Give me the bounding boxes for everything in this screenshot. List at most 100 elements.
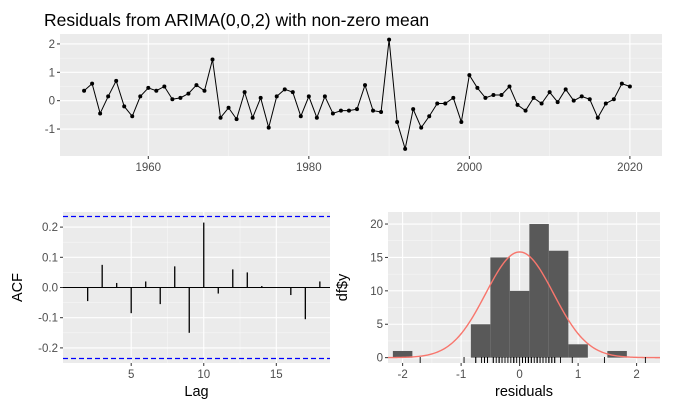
residual-point: [579, 94, 584, 99]
residuals-time-series-panel: 1960 1980 2000 2020 -1 0 1 2: [45, 34, 662, 174]
y-tick-label: 15: [370, 252, 383, 264]
normal-density-curve: [387, 251, 660, 359]
residual-point: [515, 102, 520, 107]
residual-point: [395, 119, 400, 124]
x-tick-label: 2: [633, 369, 639, 381]
y-axis-title: df$y: [335, 273, 351, 301]
residual-point: [338, 108, 343, 113]
residual-point: [330, 111, 335, 116]
residual-point: [106, 94, 111, 99]
residual-point: [322, 94, 327, 99]
y-tick-label: -0.1: [38, 313, 58, 325]
residual-point: [122, 104, 127, 109]
residual-point: [619, 81, 624, 86]
y-tick-label: 0: [49, 96, 55, 108]
x-tick-label: 2020: [617, 162, 643, 174]
y-tick-label: 2: [49, 39, 55, 51]
residual-point: [282, 87, 287, 92]
x-tick-label: 5: [128, 369, 134, 381]
residual-point: [234, 117, 239, 122]
residual-point: [130, 114, 135, 119]
histogram-bar: [490, 257, 510, 358]
y-tick-label: 0: [377, 353, 383, 365]
residual-point: [90, 81, 95, 86]
residual-point: [571, 98, 576, 103]
residual-point: [563, 87, 568, 92]
residual-point: [611, 97, 616, 102]
residual-point: [266, 125, 271, 130]
residual-point: [419, 125, 424, 130]
y-tick-label: -0.2: [38, 343, 58, 355]
residual-point: [451, 95, 456, 100]
y-tick-label: 5: [377, 319, 383, 331]
residual-point: [202, 88, 207, 93]
x-axis-title: Lag: [184, 384, 208, 400]
residual-point: [483, 95, 488, 100]
residual-point: [170, 97, 175, 102]
residual-point: [467, 73, 472, 78]
residual-point: [459, 119, 464, 124]
residual-point: [290, 90, 295, 95]
residual-point: [435, 101, 440, 106]
residual-point: [82, 88, 87, 93]
x-tick-label: -2: [398, 369, 408, 381]
residual-point: [306, 94, 311, 99]
histogram-bar: [607, 350, 627, 358]
residual-point: [98, 111, 103, 116]
x-tick-label: 0: [516, 369, 522, 381]
y-tick-label: 0.2: [42, 222, 58, 234]
residual-point: [387, 37, 392, 42]
residual-point: [114, 78, 119, 83]
residual-point: [226, 105, 231, 110]
plot-panel-background: [60, 34, 662, 156]
residual-point: [507, 84, 512, 89]
residual-point: [146, 85, 151, 90]
figure-title: Residuals from ARIMA(0,0,2) with non-zer…: [44, 10, 429, 30]
residual-point: [274, 94, 279, 99]
histogram-bar: [392, 350, 413, 358]
histogram-bar: [470, 324, 491, 358]
residual-point: [354, 107, 359, 112]
residual-point: [403, 146, 408, 151]
residual-point: [539, 101, 544, 106]
x-tick-label: 2000: [457, 162, 483, 174]
residual-point: [258, 95, 263, 100]
residual-point: [627, 84, 632, 89]
histogram-bar: [529, 224, 549, 358]
residual-point: [154, 88, 159, 93]
acf-panel: 5 10 15 -0.2 -0.1 0.0 0.1 0.2 Lag ACF: [10, 212, 330, 400]
residual-point: [314, 115, 319, 120]
residual-point: [475, 85, 480, 90]
y-tick-label: 0.1: [42, 252, 58, 264]
x-tick-label: 1: [575, 369, 581, 381]
x-tick-label: 15: [270, 369, 283, 381]
residual-point: [162, 84, 167, 89]
histogram-bar: [568, 344, 588, 358]
x-axis-title: residuals: [495, 384, 553, 400]
residual-point: [587, 97, 592, 102]
residual-point: [499, 93, 504, 97]
y-tick-label: 1: [49, 67, 55, 79]
residual-point: [218, 115, 223, 120]
residual-point: [186, 91, 191, 96]
y-tick-label: -1: [45, 124, 55, 136]
residual-point: [491, 93, 496, 97]
histogram-bar: [509, 290, 530, 358]
residual-point: [523, 108, 528, 113]
residual-point: [379, 110, 384, 115]
residual-point: [547, 90, 552, 95]
residual-point: [138, 94, 143, 99]
residual-point: [371, 108, 376, 113]
x-tick-label: -1: [456, 369, 466, 381]
x-tick-label: 10: [197, 369, 210, 381]
residual-point: [363, 83, 368, 88]
y-tick-label: 20: [370, 219, 383, 231]
residual-point: [443, 101, 448, 106]
residual-point: [194, 83, 199, 88]
y-tick-label: 10: [370, 286, 383, 298]
residual-point: [210, 57, 215, 62]
residual-point: [250, 115, 255, 120]
x-tick-label: 1980: [296, 162, 322, 174]
